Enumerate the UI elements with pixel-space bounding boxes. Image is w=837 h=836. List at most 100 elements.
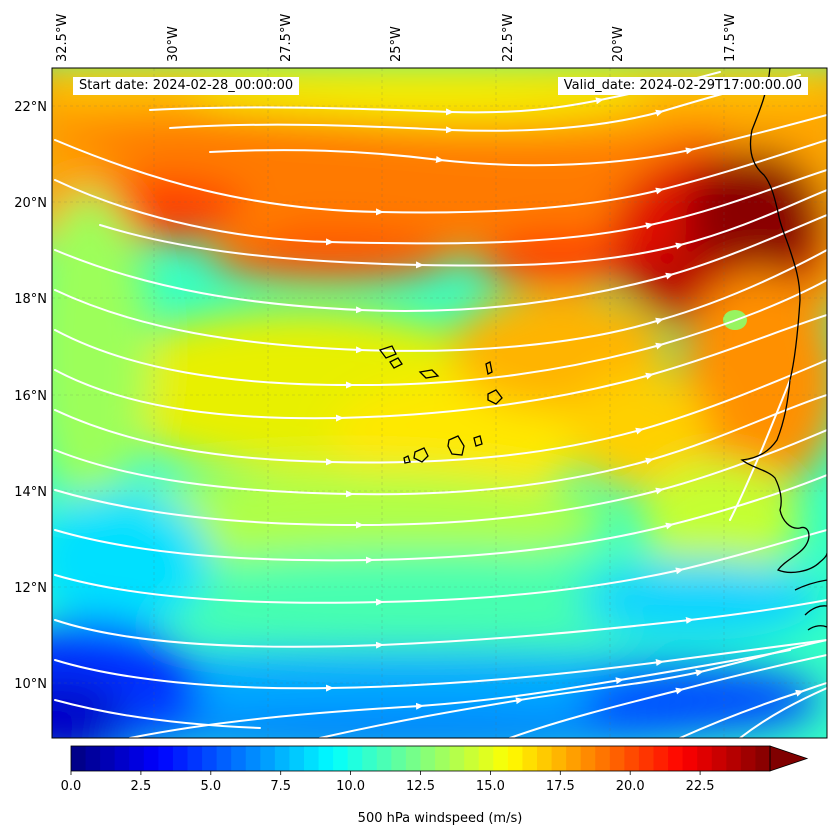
lat-tick-labels: 22°N 20°N 18°N 16°N 14°N 12°N 10°N	[14, 100, 47, 692]
island	[485, 361, 493, 375]
streamline	[54, 429, 827, 529]
colorbar-segment	[595, 746, 611, 771]
colorbar-tick-label: 22.5	[686, 779, 715, 794]
colorbar-segment	[289, 746, 305, 771]
colorbar-segment	[274, 746, 290, 771]
lon-tick-label: 17.5°W	[723, 14, 738, 62]
colorbar-segment	[231, 746, 247, 771]
colorbar-segment	[464, 746, 480, 771]
colorbar-segment	[740, 746, 756, 771]
africa-coastline	[740, 68, 827, 573]
island	[447, 435, 465, 456]
colorbar-segment	[376, 746, 392, 771]
colorbar-segment	[172, 746, 188, 771]
colorbar-tick-label: 12.5	[406, 779, 435, 794]
colorbar-segment	[711, 746, 727, 771]
lat-tick-label: 16°N	[14, 389, 47, 404]
colorbar-segment	[522, 746, 538, 771]
colorbar-segment	[493, 746, 509, 771]
colorbar-segment	[304, 746, 320, 771]
island	[378, 345, 397, 359]
colorbar-segment	[114, 746, 130, 771]
lat-tick-label: 12°N	[14, 581, 47, 596]
colorbar-tick-label: 2.5	[131, 779, 152, 794]
colorbar-tick-label: 0.0	[61, 779, 82, 794]
africa-coastline	[807, 625, 827, 631]
island	[473, 435, 483, 447]
colorbar-segment	[726, 746, 742, 771]
colorbar-extend-triangle	[769, 745, 809, 772]
colorbar-segment	[100, 746, 116, 771]
lon-tick-label: 20°W	[611, 26, 626, 62]
colorbar-segment	[609, 746, 625, 771]
colorbar-segment	[129, 746, 145, 771]
lat-tick-label: 20°N	[14, 196, 47, 211]
start-date-label: Start date: 2024-02-28_00:00:00	[73, 77, 300, 95]
colorbar-tick-label: 5.0	[200, 779, 221, 794]
streamlines	[54, 71, 827, 738]
africa-coastline	[794, 579, 827, 591]
colorbar-segment	[143, 746, 159, 771]
colorbar-segment	[507, 746, 523, 771]
lon-tick-label: 32.5°W	[55, 14, 70, 62]
lon-tick-label: 22.5°W	[501, 14, 516, 62]
colorbar-segments	[71, 746, 771, 771]
colorbar-ticks: 0.0 2.5 5.0 7.5 10.0 12.5 15.0 17.5 20.0 22.5	[61, 771, 715, 794]
colorbar-segment	[755, 746, 771, 771]
colorbar-segment	[624, 746, 640, 771]
colorbar-segment	[682, 746, 698, 771]
streamline	[729, 379, 791, 521]
lon-tick-label: 27.5°W	[279, 14, 294, 62]
streamline	[209, 114, 827, 167]
colorbar-segment	[187, 746, 203, 771]
colorbar-segment	[158, 746, 174, 771]
colorbar-segment	[347, 746, 363, 771]
streamline	[54, 214, 827, 314]
island	[389, 357, 403, 369]
colorbar-tick-label: 10.0	[336, 779, 365, 794]
island	[418, 369, 440, 379]
colorbar-segment	[580, 746, 596, 771]
streamline	[54, 139, 827, 216]
colorbar-segment	[318, 746, 334, 771]
streamline	[679, 682, 827, 738]
colorbar-segment	[566, 746, 582, 771]
colorbar-segment	[478, 746, 494, 771]
island	[413, 447, 429, 463]
lon-tick-label: 25°W	[389, 26, 404, 62]
lat-tick-label: 18°N	[14, 292, 47, 307]
island	[487, 389, 503, 405]
colorbar-segment	[216, 746, 232, 771]
streamline	[169, 74, 801, 134]
streamline	[129, 649, 791, 738]
colorbar-segment	[333, 746, 349, 771]
valid-date-label: Valid_date: 2024-02-29T17:00:00.00	[557, 77, 808, 95]
lon-tick-labels: 32.5°W 30°W 27.5°W 25°W 22.5°W 20°W 17.5…	[55, 14, 738, 62]
streamline	[509, 654, 827, 738]
colorbar-segment	[260, 746, 276, 771]
streamline	[54, 599, 827, 649]
colorbar-segment	[697, 746, 713, 771]
colorbar-segment	[653, 746, 669, 771]
colorbar-segment	[71, 746, 87, 771]
africa-coastline	[804, 605, 827, 616]
colorbar-segment	[420, 746, 436, 771]
streamline	[739, 687, 827, 738]
colorbar-tick-label: 17.5	[546, 779, 575, 794]
colorbar-segment	[668, 746, 684, 771]
colorbar-tick-label: 20.0	[616, 779, 645, 794]
colorbar-segment	[435, 746, 451, 771]
streamline	[54, 314, 827, 422]
colorbar-label: 500 hPa windspeed (m/s)	[358, 811, 523, 826]
lat-tick-label: 14°N	[14, 485, 47, 500]
colorbar-tick-label: 7.5	[270, 779, 291, 794]
colorbar-segment	[449, 746, 465, 771]
lat-tick-label: 22°N	[14, 100, 47, 115]
streamline	[54, 699, 261, 729]
colorbar-segment	[391, 746, 407, 771]
colorbar-segment	[202, 746, 218, 771]
colorbar-segment	[537, 746, 553, 771]
colorbar-segment	[405, 746, 421, 771]
streamline	[99, 189, 827, 269]
colorbar-segment	[551, 746, 567, 771]
